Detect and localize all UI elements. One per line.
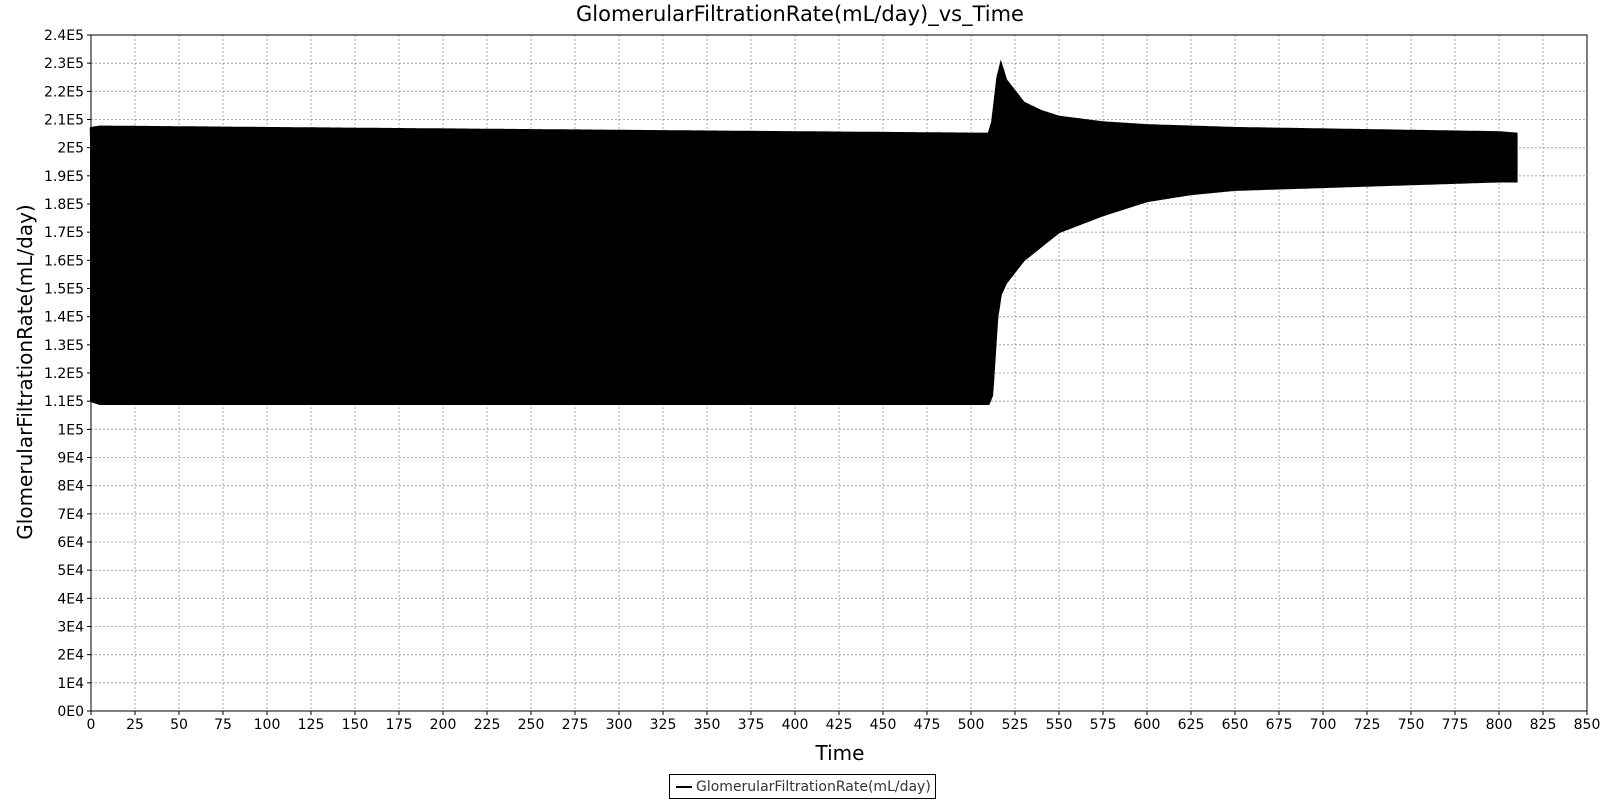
y-tick-label: 1.2E5 xyxy=(44,366,84,382)
x-tick-label: 200 xyxy=(430,717,457,733)
y-tick-label: 2.2E5 xyxy=(44,84,84,100)
x-tick-label: 775 xyxy=(1442,717,1469,733)
x-tick-label: 750 xyxy=(1398,717,1425,733)
x-tick-label: 400 xyxy=(782,717,809,733)
x-tick-label: 350 xyxy=(694,717,721,733)
x-tick-label: 475 xyxy=(914,717,941,733)
series-line xyxy=(89,75,1517,405)
x-tick-label: 150 xyxy=(342,717,369,733)
y-tick-label: 1.4E5 xyxy=(44,310,84,326)
y-tick-label: 3E4 xyxy=(57,620,84,636)
y-tick-label: 1.1E5 xyxy=(44,394,84,410)
y-tick-label: 2E4 xyxy=(57,648,84,664)
x-tick-label: 550 xyxy=(1046,717,1073,733)
x-tick-label: 225 xyxy=(474,717,501,733)
x-tick-label: 800 xyxy=(1486,717,1513,733)
x-tick-label: 825 xyxy=(1530,717,1557,733)
x-tick-label: 575 xyxy=(1090,717,1117,733)
chart-title: GlomerularFiltrationRate(mL/day)_vs_Time xyxy=(576,2,1024,26)
y-tick-label: 8E4 xyxy=(57,479,84,495)
x-tick-label: 175 xyxy=(386,717,413,733)
x-tick-label: 450 xyxy=(870,717,897,733)
y-tick-label: 2.3E5 xyxy=(44,56,84,72)
x-axis-label: Time xyxy=(815,741,865,765)
x-tick-label: 675 xyxy=(1266,717,1293,733)
x-tick-label: 125 xyxy=(298,717,325,733)
y-tick-label: 2E5 xyxy=(57,141,84,157)
x-tick-label: 850 xyxy=(1574,717,1600,733)
y-tick-label: 1E4 xyxy=(57,676,84,692)
x-tick-label: 525 xyxy=(1002,717,1029,733)
y-tick-label: 1.8E5 xyxy=(44,197,84,213)
x-tick-label: 100 xyxy=(254,717,281,733)
y-tick-label: 1E5 xyxy=(57,422,84,438)
legend: GlomerularFiltrationRate(mL/day) xyxy=(669,774,936,799)
x-tick-label: 700 xyxy=(1310,717,1337,733)
y-tick-label: 1.9E5 xyxy=(44,169,84,185)
x-tick-label: 300 xyxy=(606,717,633,733)
y-tick-label: 5E4 xyxy=(57,563,84,579)
y-tick-label: 2.1E5 xyxy=(44,113,84,129)
y-tick-label: 6E4 xyxy=(57,535,84,551)
legend-swatch xyxy=(676,785,692,788)
legend-label: GlomerularFiltrationRate(mL/day) xyxy=(696,778,931,795)
x-tick-label: 0 xyxy=(87,717,96,733)
series-band xyxy=(90,59,1518,405)
x-tick-label: 275 xyxy=(562,717,589,733)
y-tick-label: 0E0 xyxy=(57,704,84,720)
y-tick-label: 1.6E5 xyxy=(44,253,84,269)
x-tick-label: 725 xyxy=(1354,717,1381,733)
y-tick-label: 4E4 xyxy=(57,591,84,607)
y-tick-label: 1.7E5 xyxy=(44,225,84,241)
y-tick-label: 2.4E5 xyxy=(44,28,84,44)
y-tick-label: 9E4 xyxy=(57,451,84,467)
y-tick-label: 1.5E5 xyxy=(44,282,84,298)
x-tick-label: 600 xyxy=(1134,717,1161,733)
x-tick-label: 425 xyxy=(826,717,853,733)
x-tick-label: 500 xyxy=(958,717,985,733)
x-tick-label: 25 xyxy=(126,717,144,733)
x-tick-label: 325 xyxy=(650,717,677,733)
y-tick-label: 7E4 xyxy=(57,507,84,523)
y-tick-label: 1.3E5 xyxy=(44,338,84,354)
x-tick-label: 50 xyxy=(170,717,188,733)
x-tick-label: 250 xyxy=(518,717,545,733)
x-tick-label: 650 xyxy=(1222,717,1249,733)
x-tick-label: 75 xyxy=(214,717,232,733)
x-tick-label: 625 xyxy=(1178,717,1205,733)
x-tick-label: 375 xyxy=(738,717,765,733)
